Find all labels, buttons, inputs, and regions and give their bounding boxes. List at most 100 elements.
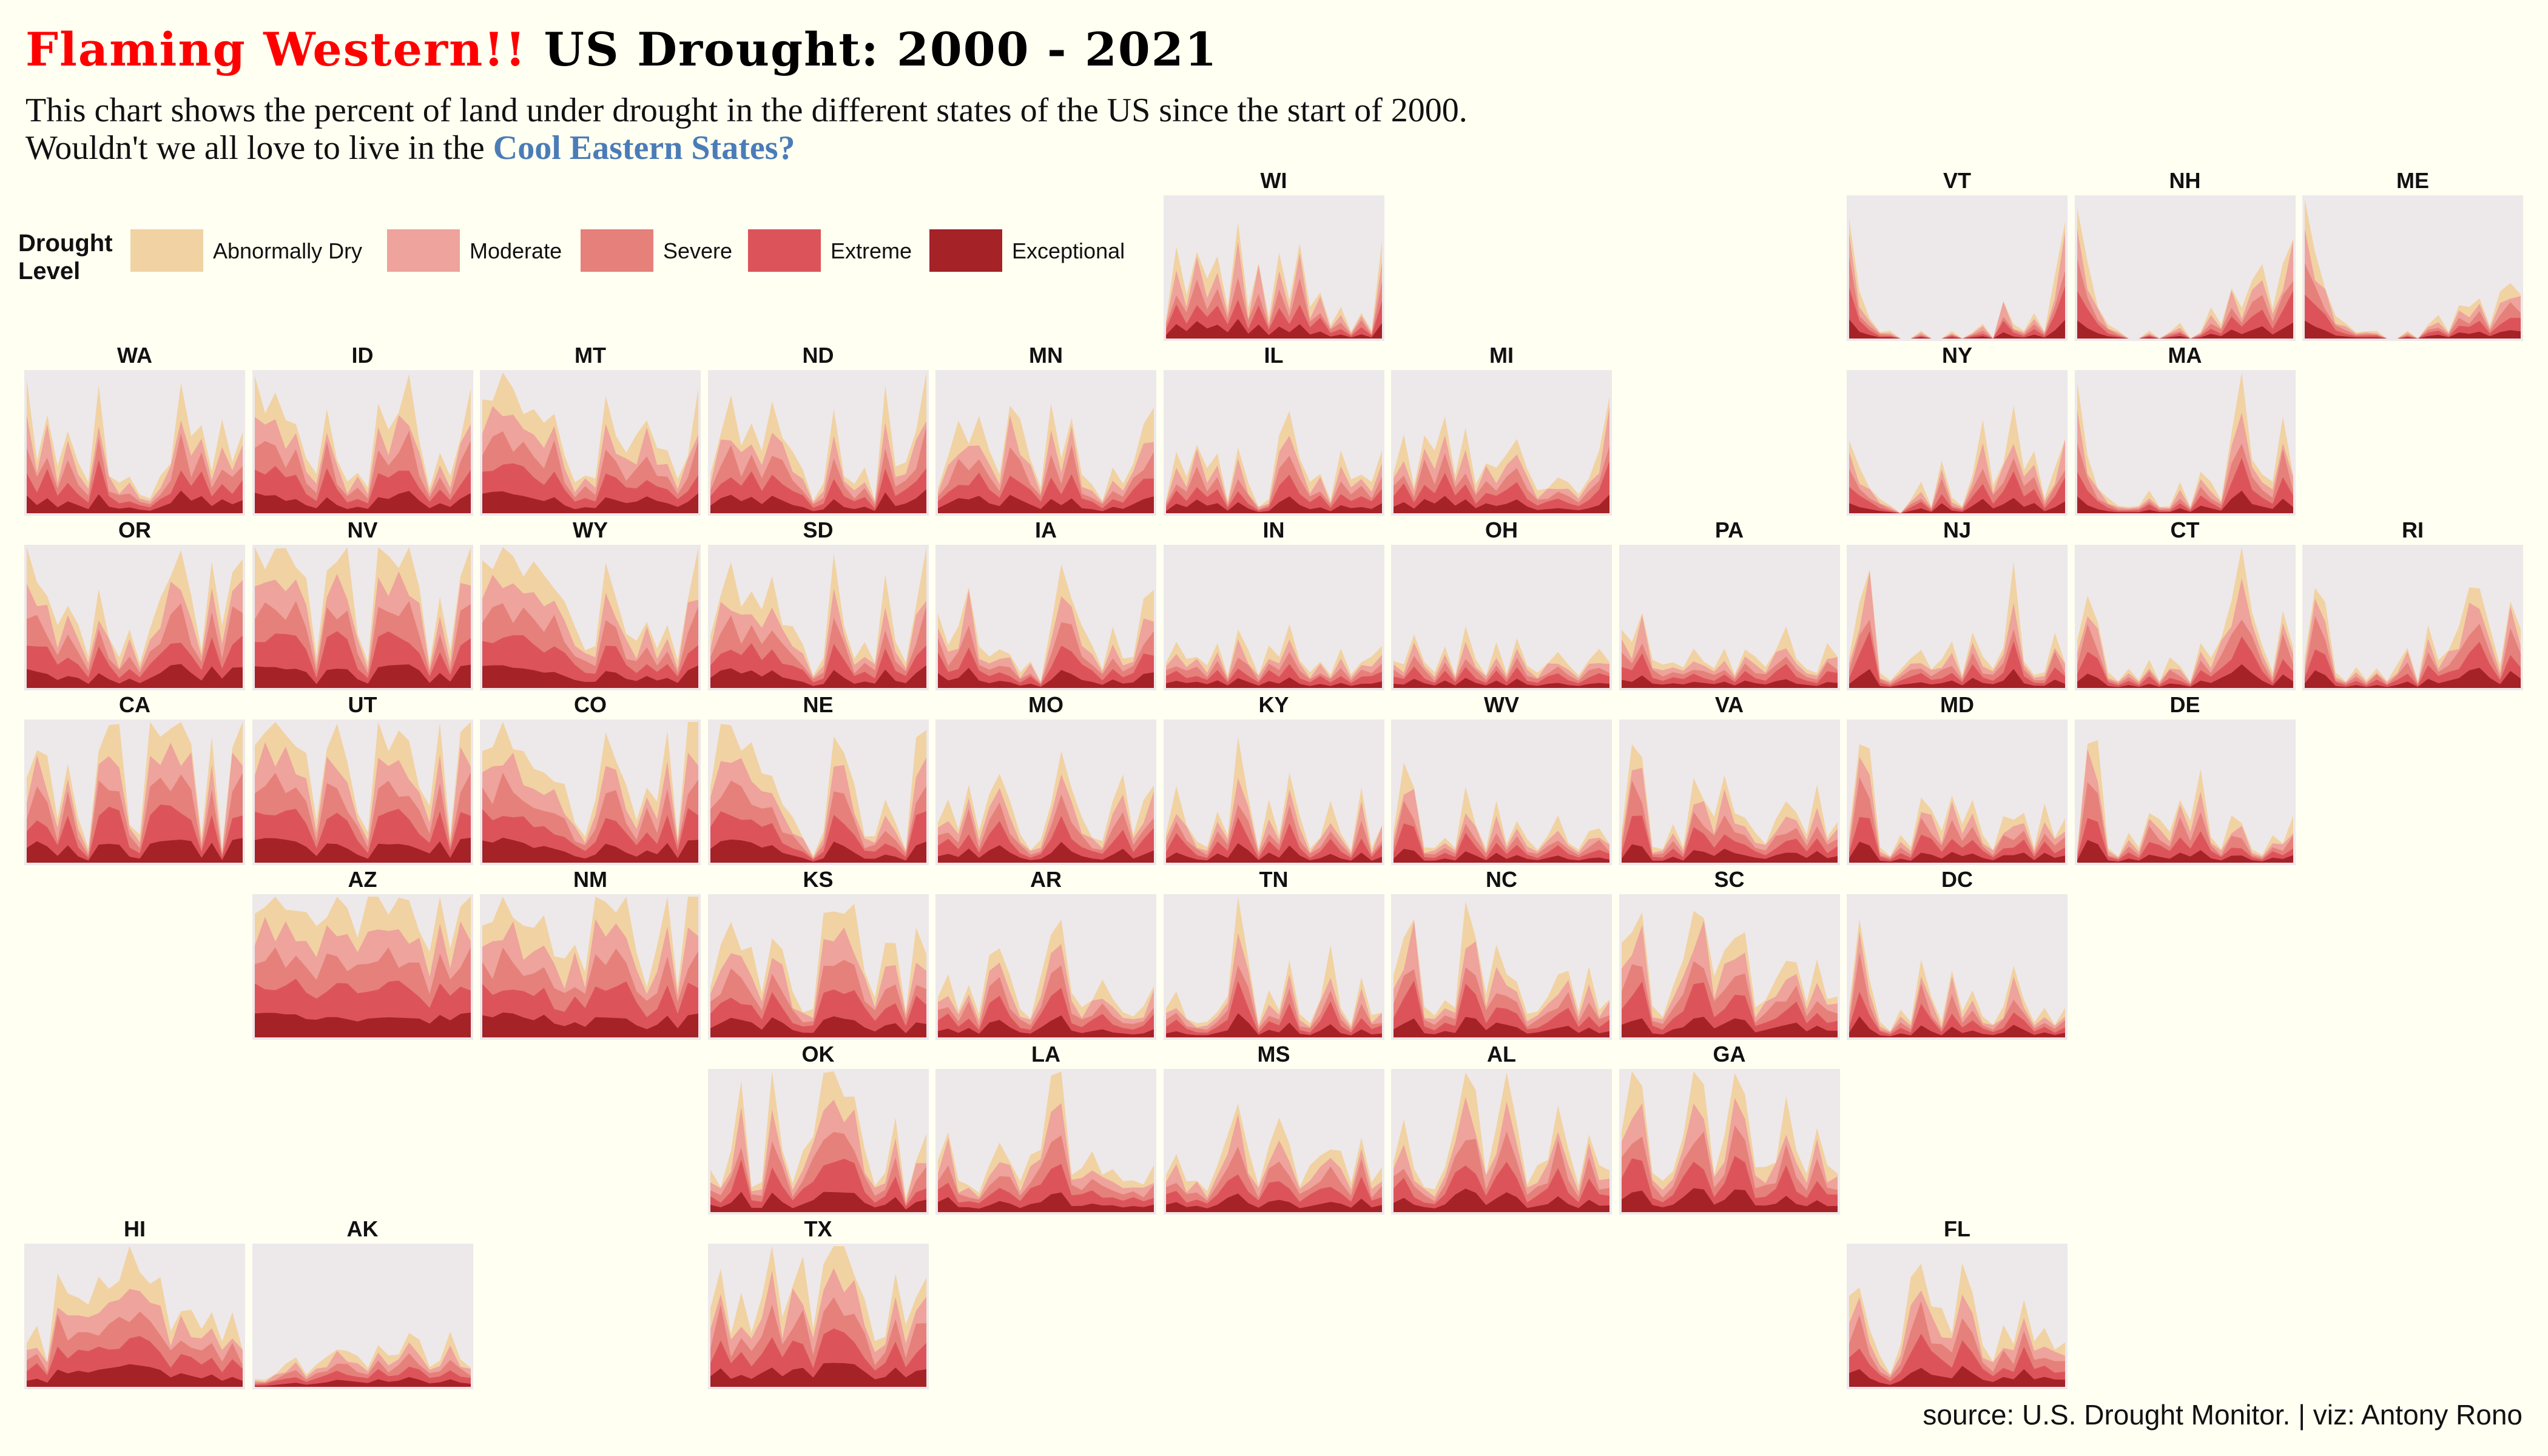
area-moderate <box>1394 920 1609 1037</box>
state-panel-ms <box>1163 1069 1384 1215</box>
state-panel-nj <box>1847 545 2068 690</box>
area-moderate <box>938 590 1154 688</box>
area-exceptional <box>1621 1017 1838 1037</box>
area-extreme <box>1849 991 2065 1037</box>
state-label-wa: WA <box>117 343 152 368</box>
area-severe <box>1849 256 2065 339</box>
state-label-tx: TX <box>804 1216 832 1241</box>
state-label-or: OR <box>118 517 151 542</box>
state-panel-sd <box>707 545 929 690</box>
area-extreme <box>1621 815 1838 863</box>
area-exceptional <box>27 490 243 513</box>
state-label-ga: GA <box>1713 1042 1746 1067</box>
state-label-mt: MT <box>575 343 606 368</box>
area-extreme <box>2305 294 2521 339</box>
area-exceptional <box>2305 667 2521 688</box>
area-exceptional <box>482 665 698 688</box>
state-label-sc: SC <box>1714 867 1745 892</box>
state-panel-dc <box>1847 894 2068 1040</box>
state-label-ms: MS <box>1257 1042 1290 1067</box>
state-label-fl: FL <box>1944 1216 1970 1241</box>
area-extreme <box>1394 980 1609 1037</box>
area-severe <box>938 622 1154 688</box>
state-label-vt: VT <box>1943 168 1971 193</box>
state-panel-nh <box>2074 195 2296 341</box>
state-panel-wi <box>1163 195 1384 341</box>
state-label-co: CO <box>574 692 607 717</box>
subtitle-line-2: Wouldn't we all love to live in the Cool… <box>25 129 795 167</box>
area-extreme <box>1165 817 1382 863</box>
state-label-ar: AR <box>1030 867 1062 892</box>
state-label-ia: IA <box>1035 517 1057 542</box>
state-label-de: DE <box>2169 692 2200 717</box>
area-moderate <box>1849 757 2065 863</box>
area-exceptional <box>1394 678 1609 688</box>
area-exceptional <box>938 667 1154 688</box>
area-extreme <box>1621 981 1838 1037</box>
state-panel-ar <box>935 894 1156 1040</box>
area-exceptional <box>482 491 698 513</box>
state-label-mi: MI <box>1489 343 1514 368</box>
source-caption: source: U.S. Drought Monitor. | viz: Ant… <box>1923 1399 2523 1431</box>
area-exceptional <box>482 1012 698 1037</box>
state-panel-ny <box>1847 370 2068 516</box>
state-panel-nd <box>707 370 929 516</box>
state-label-ny: NY <box>1941 343 1972 368</box>
state-label-ak: AK <box>346 1216 379 1241</box>
area-exceptional <box>482 837 698 863</box>
state-label-la: LA <box>1031 1042 1060 1067</box>
state-label-tn: TN <box>1259 867 1289 892</box>
panel-background <box>1847 195 2068 341</box>
state-panel-ga <box>1619 1069 1840 1215</box>
area-exceptional <box>710 1016 926 1037</box>
state-label-ca: CA <box>119 692 150 717</box>
area-severe <box>938 1135 1154 1212</box>
state-panel-ct <box>2074 545 2296 690</box>
state-panel-id <box>252 370 473 516</box>
state-label-in: IN <box>1262 517 1285 542</box>
legend-title: Drought Level <box>18 230 113 285</box>
area-exceptional <box>1165 677 1382 688</box>
state-panel-ky <box>1163 720 1384 865</box>
area-exceptional <box>1165 1193 1382 1212</box>
area-exceptional <box>1165 1013 1382 1037</box>
area-exceptional <box>2077 320 2293 339</box>
area-exceptional <box>938 494 1154 513</box>
area-extreme <box>1849 1333 2065 1387</box>
state-label-ne: NE <box>803 692 834 717</box>
area-exceptional <box>938 1192 1154 1212</box>
area-extreme <box>1849 817 2065 863</box>
state-panel-wa <box>24 370 245 516</box>
area-extreme <box>1849 286 2065 339</box>
state-panel-ri <box>2302 545 2523 690</box>
state-panel-nv <box>252 545 473 690</box>
subtitle-highlight: Cool Eastern States? <box>493 129 795 167</box>
area-exceptional <box>1165 843 1382 863</box>
area-exceptional <box>1849 841 2065 863</box>
state-label-ri: RI <box>2402 517 2424 542</box>
state-label-sd: SD <box>803 517 834 542</box>
area-exceptional <box>1621 675 1838 688</box>
state-label-al: AL <box>1487 1042 1516 1067</box>
area-exceptional <box>938 1015 1154 1037</box>
state-label-ok: OK <box>801 1042 835 1067</box>
state-panel-tn <box>1163 894 1384 1040</box>
state-panel-nm <box>480 894 701 1040</box>
state-panel-co <box>480 720 701 865</box>
state-panel-oh <box>1391 545 1612 690</box>
state-label-hi: HI <box>124 1216 146 1241</box>
legend-swatch <box>929 229 1002 272</box>
subtitle-line-1: This chart shows the percent of land und… <box>25 92 1468 129</box>
area-extreme <box>710 989 926 1037</box>
area-severe <box>1849 952 2065 1037</box>
area-severe <box>1849 1301 2065 1387</box>
area-exceptional <box>2077 840 2293 863</box>
state-label-az: AZ <box>348 867 377 892</box>
state-panel-wy <box>480 545 701 690</box>
state-panel-ak <box>252 1244 473 1389</box>
area-extreme <box>1165 980 1382 1037</box>
state-label-pa: PA <box>1714 517 1744 542</box>
area-exceptional <box>710 665 926 688</box>
state-panel-in <box>1163 545 1384 690</box>
area-abnormally-dry <box>938 564 1154 688</box>
